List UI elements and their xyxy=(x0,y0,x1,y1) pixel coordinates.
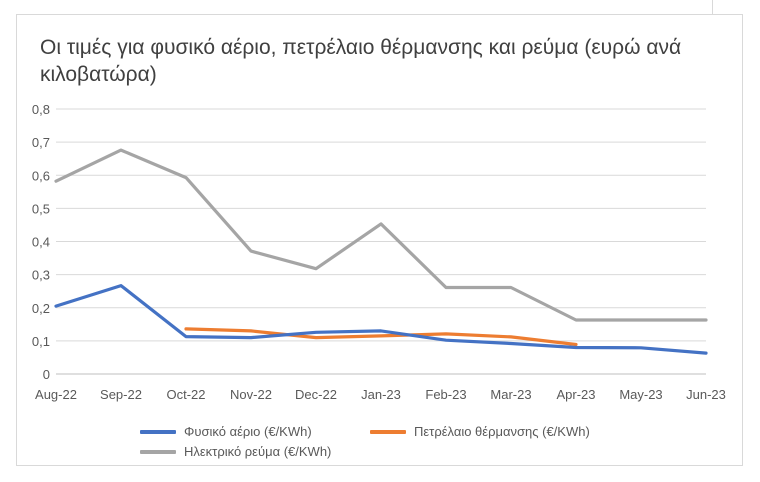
frame-corner-mark xyxy=(712,0,713,14)
y-tick-label: 0,1 xyxy=(32,334,50,349)
y-tick-label: 0,5 xyxy=(32,201,50,216)
y-tick-label: 0 xyxy=(43,367,50,382)
legend-item-heating-oil: Πετρέλαιο θέρμανσης (€/KWh) xyxy=(370,424,590,439)
series-line-heating-oil xyxy=(184,327,578,347)
legend-label-natural-gas: Φυσικό αέριο (€/KWh) xyxy=(184,424,312,439)
chart-frame xyxy=(16,14,743,466)
y-tick-label: 0,8 xyxy=(32,102,50,117)
gridlines xyxy=(56,108,706,375)
legend-swatch-electricity xyxy=(140,449,176,454)
x-tick-label: Sep-22 xyxy=(100,387,142,402)
x-tick-label: Jun-23 xyxy=(686,387,726,402)
x-tick-label: May-23 xyxy=(619,387,662,402)
legend-label-electricity: Ηλεκτρικό ρεύμα (€/KWh) xyxy=(184,444,332,459)
x-tick-label: Nov-22 xyxy=(230,387,272,402)
x-tick-label: Oct-22 xyxy=(166,387,205,402)
y-tick-label: 0,4 xyxy=(32,235,50,250)
legend-swatch-heating-oil xyxy=(370,429,406,434)
legend-swatch-natural-gas xyxy=(140,429,176,434)
x-tick-label: Apr-23 xyxy=(556,387,595,402)
legend-item-natural-gas: Φυσικό αέριο (€/KWh) xyxy=(140,424,312,439)
y-tick-label: 0,3 xyxy=(32,268,50,283)
x-tick-label: Aug-22 xyxy=(35,387,77,402)
legend-label-heating-oil: Πετρέλαιο θέρμανσης (€/KWh) xyxy=(414,424,590,439)
x-tick-label: Feb-23 xyxy=(425,387,466,402)
x-tick-label: Mar-23 xyxy=(490,387,531,402)
x-tick-label: Dec-22 xyxy=(295,387,337,402)
legend-item-electricity: Ηλεκτρικό ρεύμα (€/KWh) xyxy=(140,444,331,459)
chart-title: Οι τιμές για φυσικό αέριο, πετρέλαιο θέρ… xyxy=(40,36,682,86)
y-tick-label: 0,7 xyxy=(32,135,50,150)
x-tick-label: Jan-23 xyxy=(361,387,401,402)
y-tick-label: 0,2 xyxy=(32,301,50,316)
series-lines xyxy=(54,148,708,355)
x-axis-ticks: Aug-22 Sep-22 Oct-22 Nov-22 Dec-22 Jan-23 Feb-… xyxy=(35,387,726,402)
y-axis-ticks: 0 0,1 0,2 0,3 0,4 0,5 0,6 0,7 0,8 xyxy=(32,102,50,382)
y-tick-label: 0,6 xyxy=(32,168,50,183)
series-line-natural-gas xyxy=(54,284,708,355)
series-line-electricity xyxy=(54,148,708,322)
